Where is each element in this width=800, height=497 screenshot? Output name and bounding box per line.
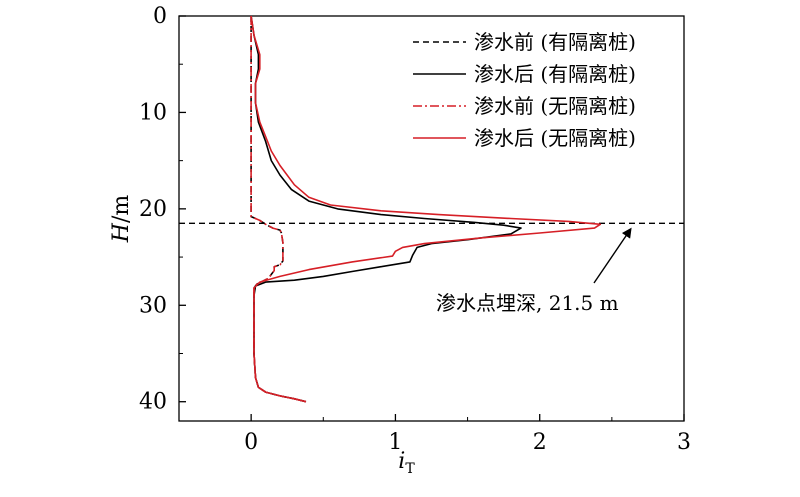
annotation-text: 渗水点埋深, 21.5 m — [436, 291, 619, 315]
series-line-4 — [250, 15, 602, 403]
y-tick-label: 20 — [139, 197, 167, 222]
x-axis-title: iT — [398, 449, 415, 477]
legend-label-3: 渗水前 (无隔离桩) — [474, 94, 636, 118]
x-tick-label: 2 — [533, 430, 547, 455]
x-axis-ticks: 0 1 2 3 — [244, 414, 691, 455]
y-tick-label: 0 — [153, 4, 167, 29]
annotation-arrow — [593, 227, 632, 284]
y-axis-title: H/m — [109, 195, 134, 244]
legend: 渗水前 (有隔离桩) 渗水后 (有隔离桩) 渗水前 (无隔离桩) 渗水后 (无隔离桩) — [413, 30, 636, 150]
x-axis-title-main: i — [398, 449, 405, 474]
x-tick-label: 0 — [244, 430, 258, 455]
legend-label-1: 渗水前 (有隔离桩) — [474, 30, 636, 54]
y-tick-label: 30 — [139, 293, 167, 318]
x-tick-label: 3 — [677, 430, 691, 455]
annotation-group: 渗水点埋深, 21.5 m — [436, 227, 632, 315]
series-group — [250, 15, 602, 403]
x-axis-title-sub: T — [405, 461, 415, 477]
series-line-1 — [250, 16, 307, 403]
y-axis-title-unit: /m — [109, 195, 134, 223]
legend-label-2: 渗水后 (有隔离桩) — [474, 62, 636, 86]
x-tick-label: 1 — [388, 430, 402, 455]
y-axis-ticks: 0 10 20 30 40 — [139, 4, 186, 415]
series-line-3 — [250, 16, 307, 403]
y-tick-label: 10 — [139, 100, 167, 125]
y-tick-label: 40 — [139, 390, 167, 415]
legend-label-4: 渗水后 (无隔离桩) — [474, 126, 636, 150]
plot-frame — [178, 15, 685, 422]
y-axis-title-main: H — [109, 222, 134, 243]
